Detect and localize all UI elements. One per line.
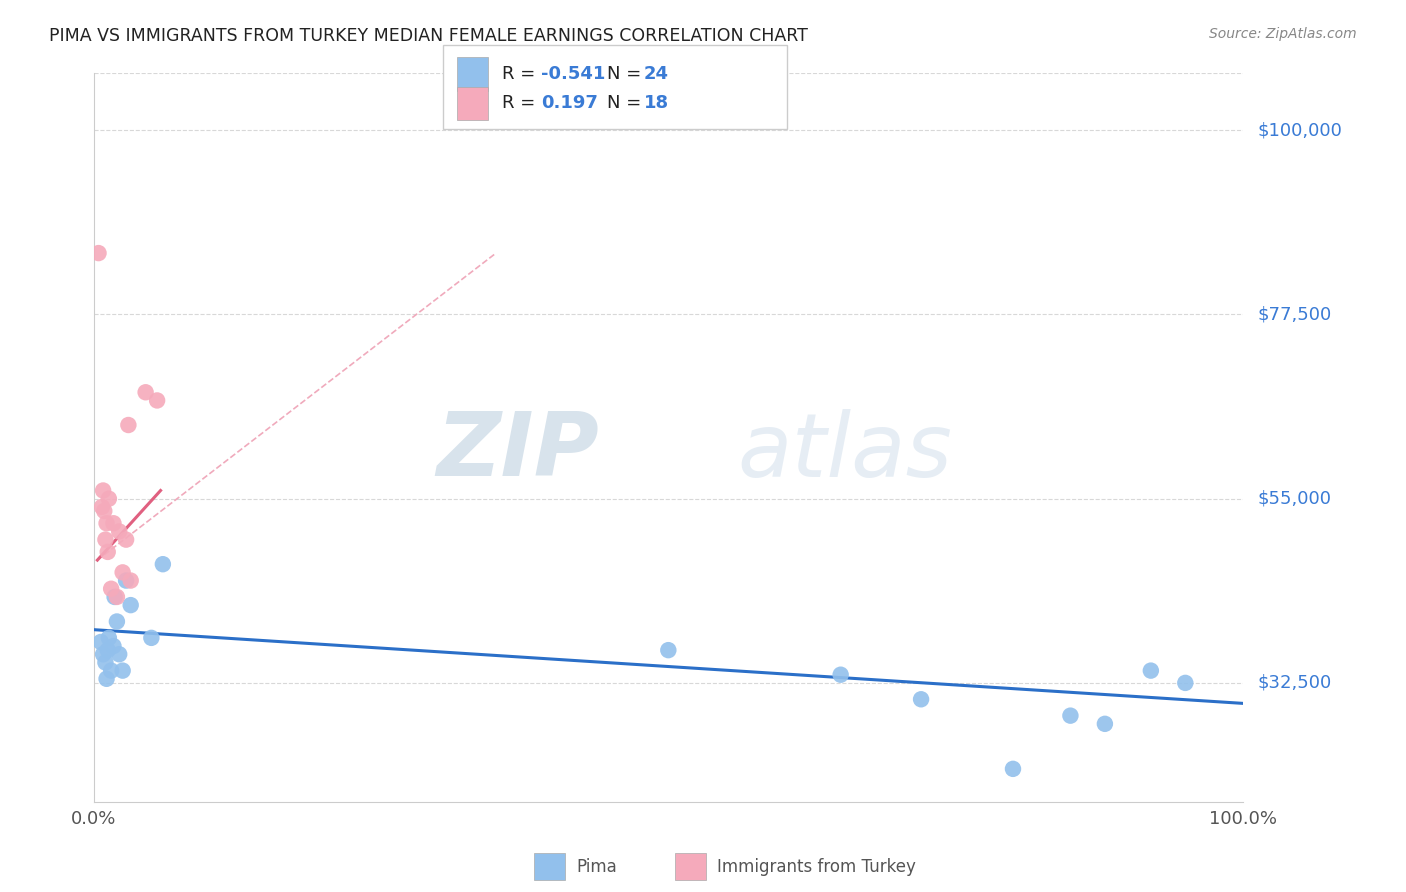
Point [1059,708,1081,723]
Text: atlas: atlas [737,409,952,495]
Text: N =: N = [607,95,647,112]
Point [105,615,128,629]
Point [657,643,679,657]
Point [830,667,852,681]
Text: -0.541: -0.541 [541,65,606,83]
Text: PIMA VS IMMIGRANTS FROM TURKEY MEDIAN FEMALE EARNINGS CORRELATION CHART: PIMA VS IMMIGRANTS FROM TURKEY MEDIAN FE… [49,27,808,45]
Text: R =: R = [502,65,541,83]
Point [90,635,112,649]
Text: 18: 18 [644,95,669,112]
Point [910,692,932,706]
Point [135,385,157,400]
Point [1094,716,1116,731]
Point [115,574,138,588]
Point [115,533,138,547]
Text: N =: N = [607,65,647,83]
Text: Source: ZipAtlas.com: Source: ZipAtlas.com [1209,27,1357,41]
Point [111,664,134,678]
Point [100,664,122,678]
Point [141,631,163,645]
Point [96,672,118,686]
Point [103,516,125,531]
Point [97,545,120,559]
Point [87,246,110,260]
Point [105,590,128,604]
Point [100,582,122,596]
Point [1140,664,1163,678]
Text: ZIP: ZIP [437,409,599,495]
Point [103,639,125,653]
Point [1174,676,1197,690]
Point [94,533,117,547]
Point [91,483,114,498]
Point [93,504,115,518]
Point [111,566,134,580]
Text: $32,500: $32,500 [1258,673,1331,692]
Point [120,598,142,612]
Point [96,516,118,531]
Point [152,557,174,571]
Text: Immigrants from Turkey: Immigrants from Turkey [717,858,915,876]
Point [91,647,114,661]
Point [97,643,120,657]
Point [120,574,142,588]
Point [146,393,169,408]
Text: $100,000: $100,000 [1258,121,1343,139]
Point [108,647,131,661]
Point [1001,762,1024,776]
Point [91,500,114,514]
Text: $55,000: $55,000 [1258,490,1331,508]
Point [104,590,127,604]
Point [97,491,120,506]
Text: Pima: Pima [576,858,617,876]
Point [117,417,139,432]
Text: 0.197: 0.197 [541,95,598,112]
Point [94,656,117,670]
Point [97,631,120,645]
Text: 24: 24 [644,65,669,83]
Text: $77,500: $77,500 [1258,305,1331,324]
Text: R =: R = [502,95,547,112]
Point [108,524,131,539]
